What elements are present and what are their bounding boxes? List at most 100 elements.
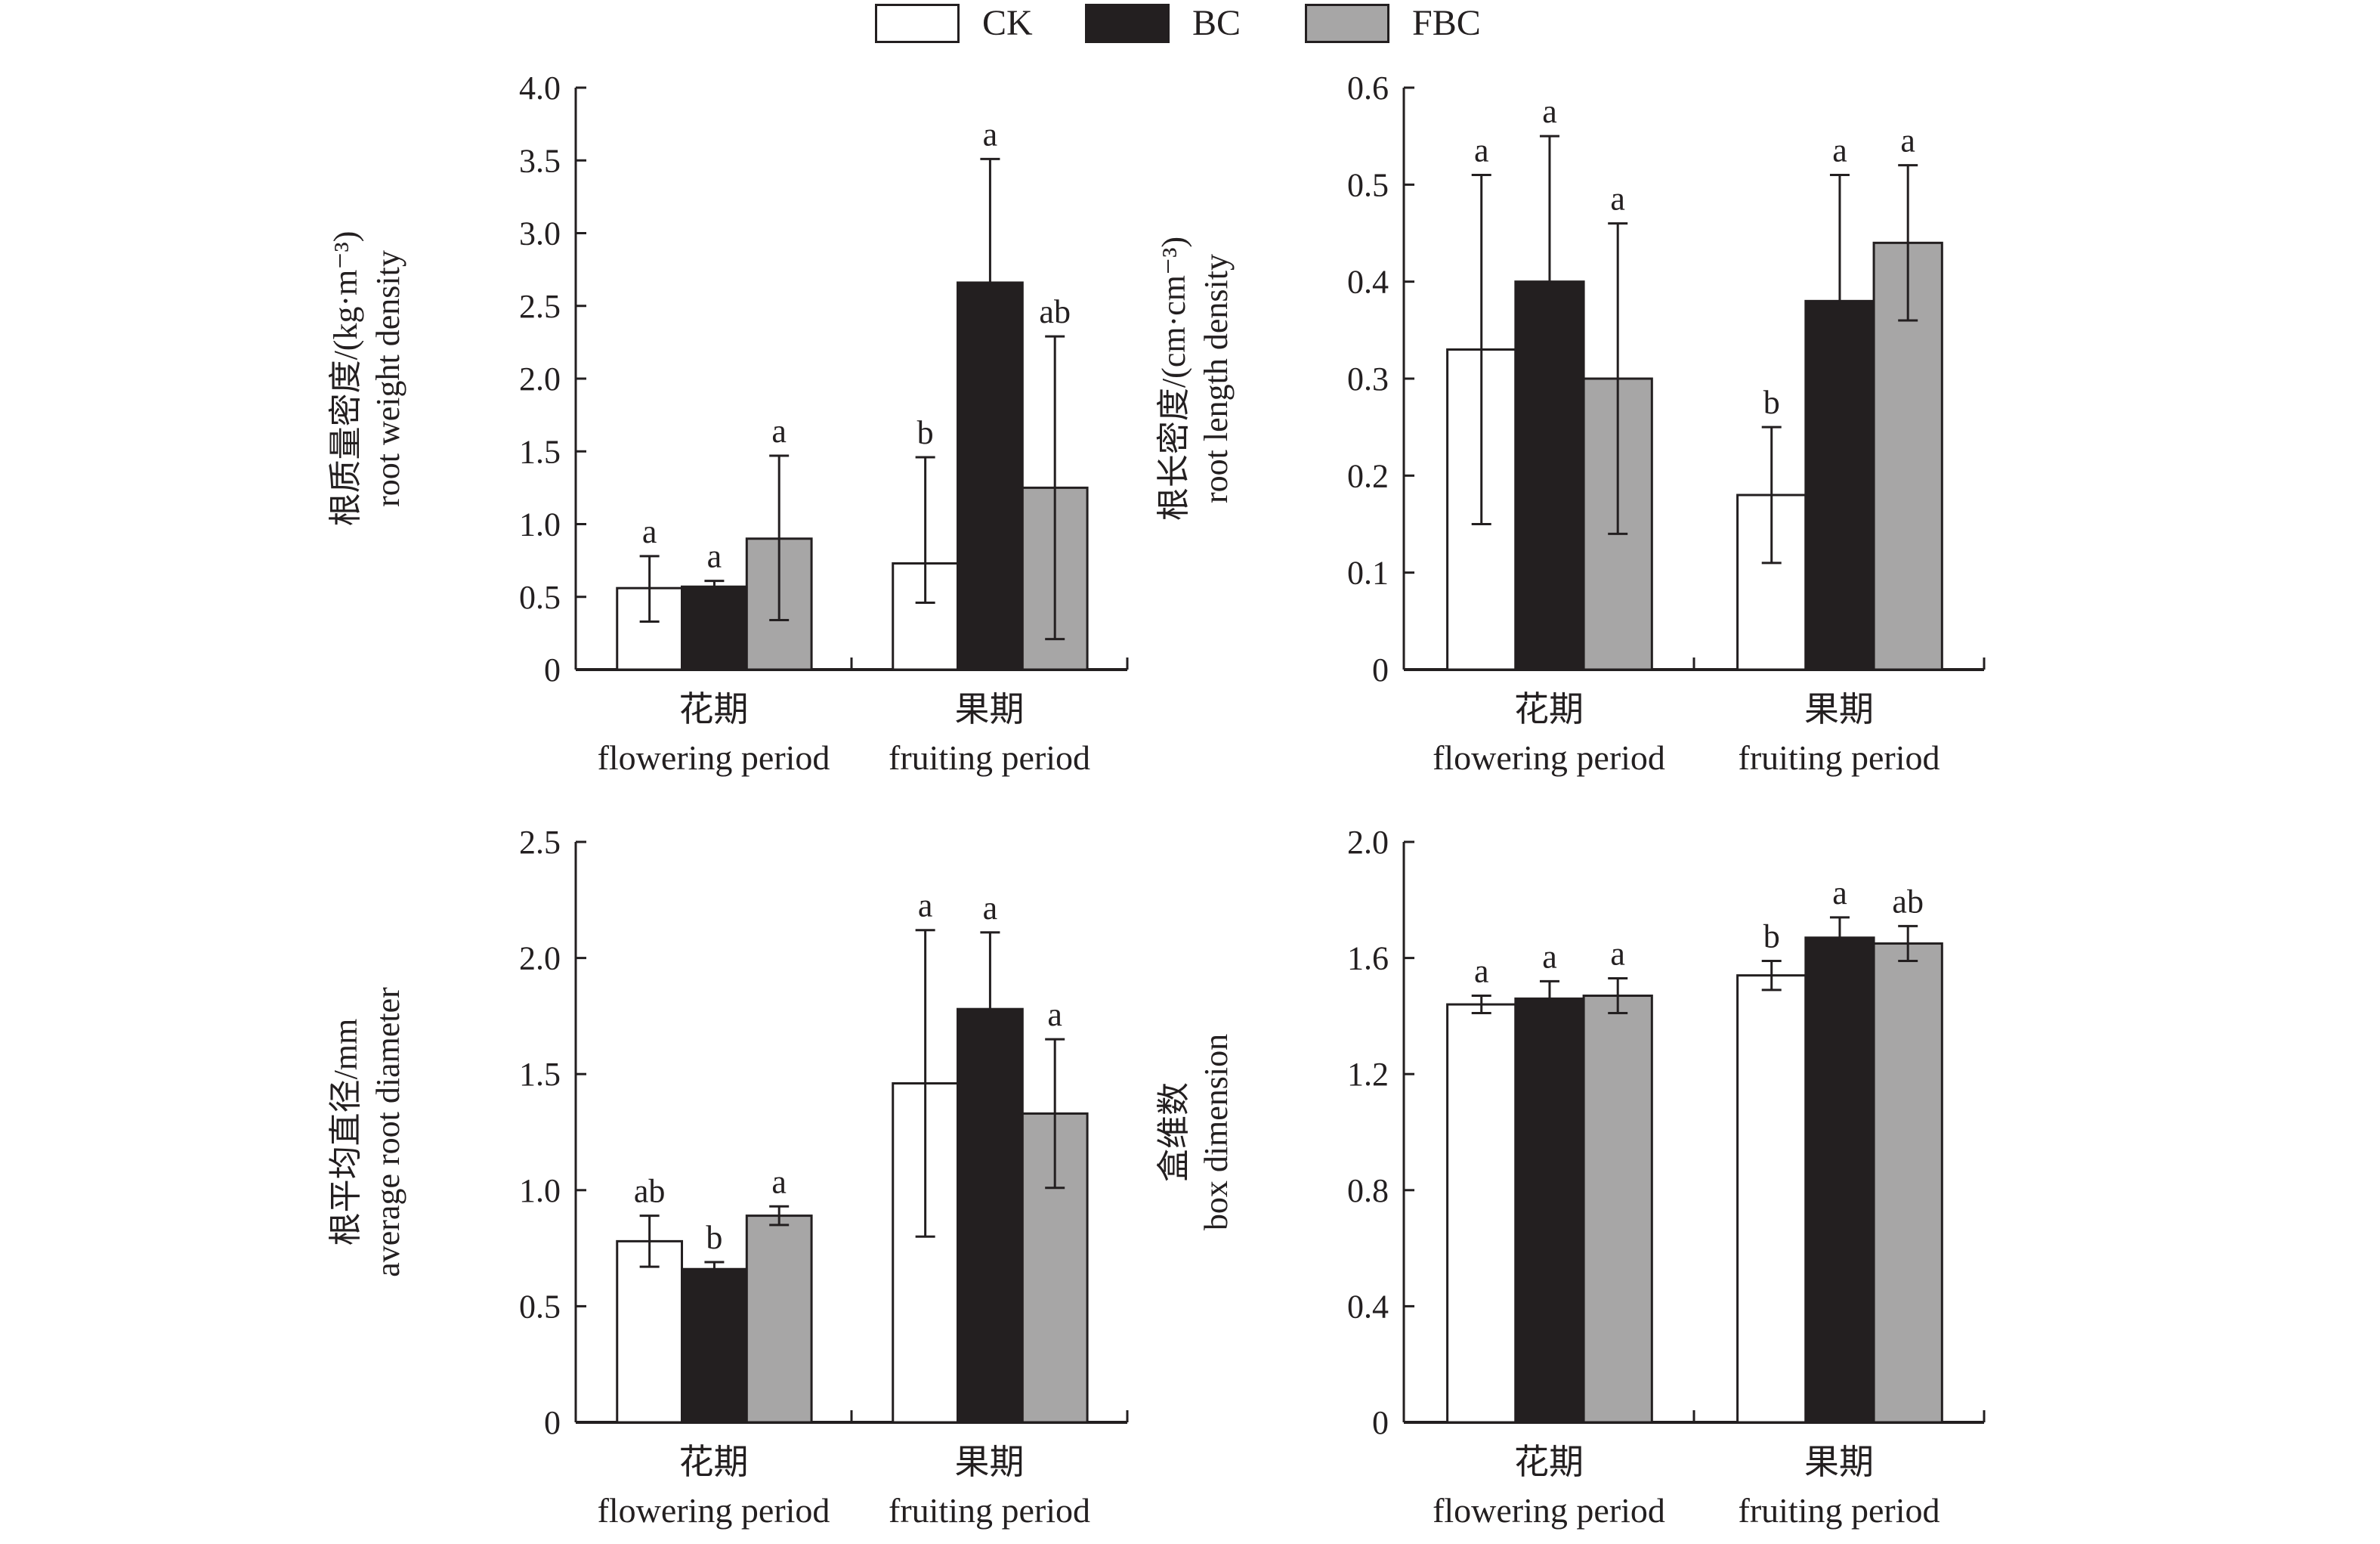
root-length-density-y-tick-label: 0.6 xyxy=(1347,70,1389,107)
root-length-density-ylabel-cn: 根长密度/(cm·cm⁻³) xyxy=(1155,237,1192,521)
root-length-density-ylabel-en: root length density xyxy=(1198,254,1235,503)
root-weight-density-y-tick-label: 0.5 xyxy=(519,579,561,616)
root-length-density-significance-label: a xyxy=(1900,122,1915,159)
root-length-density-significance-label: a xyxy=(1610,181,1625,218)
legend-item-bc: BC xyxy=(1085,3,1241,44)
root-length-density-y-tick-label: 0.3 xyxy=(1347,360,1389,398)
average-root-diameter-significance-label: ab xyxy=(634,1173,666,1210)
root-length-density-significance-label: a xyxy=(1832,132,1847,169)
root-weight-density-category-label-cn: 花期 xyxy=(679,690,749,729)
box-dimension-y-tick-label: 1.6 xyxy=(1347,940,1389,977)
average-root-diameter-y-tick-label: 1.5 xyxy=(519,1056,561,1093)
box-dimension-bar-bc xyxy=(1804,936,1875,1424)
box-dimension-category-label-cn: 果期 xyxy=(1804,1443,1874,1481)
average-root-diameter-ylabel-en: average root diameter xyxy=(369,987,406,1277)
root-length-density-significance-label: a xyxy=(1474,132,1489,169)
root-weight-density-category-label: fruiting period xyxy=(889,738,1090,777)
box-dimension-y-tick-label: 0.4 xyxy=(1347,1288,1389,1325)
root-length-density-bar-bc xyxy=(1804,299,1875,671)
root-weight-density-category-label-cn: 果期 xyxy=(955,690,1025,729)
root-length-density-bar-bc xyxy=(1514,280,1585,671)
box-dimension-category-label: flowering period xyxy=(1433,1491,1665,1530)
root-weight-density-significance-label: a xyxy=(707,538,722,575)
root-weight-density-significance-label: a xyxy=(983,116,998,153)
root-length-density-category-label-cn: 花期 xyxy=(1514,690,1584,729)
root-weight-density-ylabel-en: root weight density xyxy=(369,250,406,507)
root-weight-density-significance-label: a xyxy=(642,513,657,550)
box-dimension-bar-ck xyxy=(1736,974,1807,1424)
root-length-density-significance-label: b xyxy=(1763,384,1780,421)
root-length-density-y-tick-label: 0.2 xyxy=(1347,457,1389,494)
box-dimension-significance-label: ab xyxy=(1892,883,1924,920)
box-dimension-ylabel-en: box dimension xyxy=(1198,1034,1235,1230)
average-root-diameter-y-tick-label: 2.0 xyxy=(519,940,561,977)
average-root-diameter-bar-ck xyxy=(616,1239,684,1424)
root-length-density-y-tick-label: 0.4 xyxy=(1347,264,1389,301)
average-root-diameter-y-tick-label: 2.5 xyxy=(519,824,561,861)
root-weight-density-y-tick-label: 3.0 xyxy=(519,215,561,252)
legend: CK BC FBC xyxy=(0,0,2380,45)
average-root-diameter-category-label-cn: 果期 xyxy=(955,1443,1025,1481)
root-length-density-category-label: fruiting period xyxy=(1739,738,1940,777)
average-root-diameter-y-tick-label: 0.5 xyxy=(519,1288,561,1325)
root-length-density-significance-label: a xyxy=(1542,93,1557,130)
box-dimension-ylabel-cn: 盒维数 xyxy=(1155,1082,1192,1182)
box-dimension-significance-label: a xyxy=(1832,874,1847,911)
legend-label-ck: CK xyxy=(982,3,1033,43)
box-dimension-bar-fbc xyxy=(1872,942,1943,1424)
average-root-diameter-y-tick-label: 1.0 xyxy=(519,1172,561,1209)
average-root-diameter-significance-label: a xyxy=(771,1163,787,1200)
legend-item-ck: CK xyxy=(875,3,1033,44)
legend-swatch-fbc xyxy=(1305,4,1389,43)
root-weight-density-bar-bc xyxy=(681,585,748,671)
root-weight-density-significance-label: a xyxy=(771,413,787,450)
root-weight-density-y-tick-label: 0 xyxy=(544,651,561,688)
root-weight-density-y-tick-label: 3.5 xyxy=(519,142,561,179)
root-length-density-y-tick-label: 0.5 xyxy=(1347,166,1389,203)
legend-swatch-ck xyxy=(875,4,960,43)
box-dimension-y-tick-label: 0 xyxy=(1372,1404,1389,1441)
root-weight-density-y-tick-label: 4.0 xyxy=(519,70,561,107)
average-root-diameter-bar-fbc xyxy=(745,1214,813,1424)
root-length-density-category-label: flowering period xyxy=(1433,738,1665,777)
box-dimension-significance-label: a xyxy=(1474,953,1489,990)
average-root-diameter-ylabel-cn: 根平均直径/mm xyxy=(327,1019,364,1246)
box-dimension-significance-label: b xyxy=(1763,917,1780,955)
legend-label-bc: BC xyxy=(1192,3,1241,43)
root-length-density-y-tick-label: 0 xyxy=(1372,651,1389,688)
root-weight-density-category-label: flowering period xyxy=(598,738,830,777)
box-dimension-significance-label: a xyxy=(1542,938,1557,975)
root-weight-density-y-tick-label: 1.0 xyxy=(519,506,561,543)
average-root-diameter-significance-label: a xyxy=(1047,996,1062,1033)
average-root-diameter-bar-bc xyxy=(957,1007,1024,1424)
box-dimension-y-tick-label: 1.2 xyxy=(1347,1056,1389,1093)
average-root-diameter-bar-bc xyxy=(681,1267,748,1424)
root-length-density-y-tick-label: 0.1 xyxy=(1347,555,1389,592)
average-root-diameter-significance-label: b xyxy=(706,1219,722,1256)
box-dimension-bar-fbc xyxy=(1582,995,1653,1424)
average-root-diameter-significance-label: a xyxy=(918,887,933,924)
average-root-diameter-significance-label: a xyxy=(983,890,998,927)
box-dimension-y-tick-label: 2.0 xyxy=(1347,824,1389,861)
box-dimension-category-label: fruiting period xyxy=(1739,1491,1940,1530)
legend-label-fbc: FBC xyxy=(1412,3,1481,43)
average-root-diameter-y-tick-label: 0 xyxy=(544,1404,561,1441)
root-weight-density-y-tick-label: 2.5 xyxy=(519,288,561,325)
average-root-diameter-category-label-cn: 花期 xyxy=(679,1443,749,1481)
average-root-diameter-category-label: flowering period xyxy=(598,1491,830,1530)
box-dimension-bar-bc xyxy=(1514,997,1585,1424)
box-dimension-y-tick-label: 0.8 xyxy=(1347,1172,1389,1209)
root-weight-density-significance-label: ab xyxy=(1039,293,1071,330)
legend-swatch-bc xyxy=(1085,4,1170,43)
root-weight-density-y-tick-label: 1.5 xyxy=(519,433,561,470)
legend-item-fbc: FBC xyxy=(1305,3,1481,44)
root-weight-density-bar-bc xyxy=(957,281,1024,671)
average-root-diameter-category-label: fruiting period xyxy=(889,1491,1090,1530)
box-dimension-significance-label: a xyxy=(1610,935,1625,972)
root-weight-density-y-tick-label: 2.0 xyxy=(519,360,561,398)
root-weight-density-ylabel-cn: 根质量密度/(kg·m⁻³) xyxy=(327,231,364,527)
box-dimension-bar-ck xyxy=(1446,1003,1517,1424)
root-length-density-category-label-cn: 果期 xyxy=(1804,690,1874,729)
box-dimension-category-label-cn: 花期 xyxy=(1514,1443,1584,1481)
